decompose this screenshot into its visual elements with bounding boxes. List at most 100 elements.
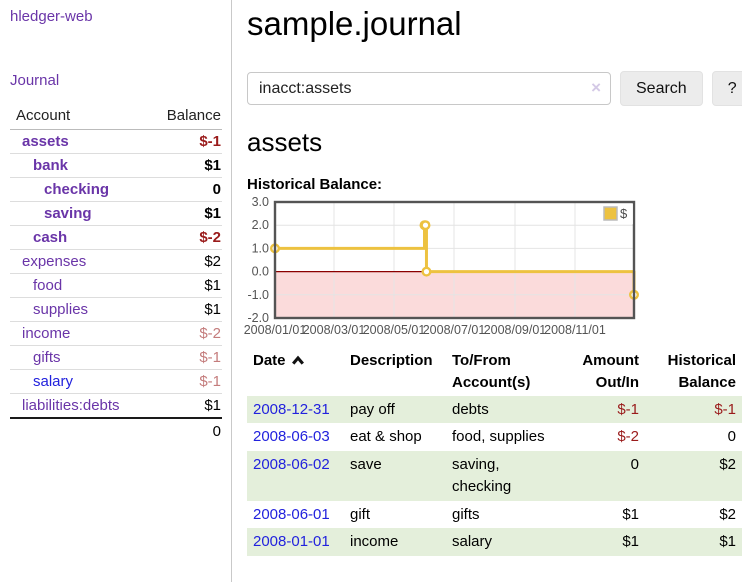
register-row: 2008-06-01 gift gifts $1 $2 xyxy=(247,501,742,529)
account-balance: $-2 xyxy=(146,225,222,250)
svg-text:2008/01/01: 2008/01/01 xyxy=(244,323,307,337)
register-date-link[interactable]: 2008-06-03 xyxy=(253,428,330,446)
svg-text:-2.0: -2.0 xyxy=(247,311,269,325)
sort-ascending-icon xyxy=(291,351,305,373)
register-amount: $1 xyxy=(622,533,639,551)
search-row: × Search ? xyxy=(247,71,742,106)
register-row: 2008-01-01 income salary $1 $1 xyxy=(247,528,742,556)
svg-text:2008/11/01: 2008/11/01 xyxy=(544,323,606,337)
account-link[interactable]: income xyxy=(22,325,71,342)
account-row: saving $1 xyxy=(10,201,222,226)
account-row: food $1 xyxy=(10,273,222,298)
account-link[interactable]: gifts xyxy=(33,349,61,366)
register-header-description: Description xyxy=(350,352,433,369)
svg-text:2008/05/01: 2008/05/01 xyxy=(363,323,426,337)
help-button[interactable]: ? xyxy=(711,71,742,106)
account-balance: $-1 xyxy=(146,129,222,154)
register-description: gift xyxy=(350,505,371,523)
account-row: cash $-2 xyxy=(10,225,222,250)
account-link[interactable]: food xyxy=(33,277,63,294)
svg-text:2008/03/01: 2008/03/01 xyxy=(303,323,366,337)
register-header-date[interactable]: Date xyxy=(247,348,344,396)
register-description: income xyxy=(350,533,399,551)
register-row: 2008-06-02 save saving, checking 0 $2 xyxy=(247,451,742,501)
account-link[interactable]: bank xyxy=(33,157,69,174)
accounts-total-spacer xyxy=(10,417,146,443)
account-link[interactable]: cash xyxy=(33,229,68,246)
search-input[interactable] xyxy=(247,72,611,105)
account-link[interactable]: assets xyxy=(22,133,69,150)
register-header-row: Date Description To/From Account(s) Amou… xyxy=(247,348,742,396)
account-heading: assets xyxy=(247,127,323,157)
register-accounts: debts xyxy=(452,400,489,418)
main-content: sample.journal × Search ? assets Histori… xyxy=(232,0,742,582)
account-row: income $-2 xyxy=(10,321,222,346)
historical-balance-chart: 3.0 2.0 1.0 0.0 -1.0 -2.02008/01/012008/03/01… xyxy=(244,195,640,337)
page-title: sample.journal xyxy=(247,5,462,42)
accounts-body: assets $-1 bank $1 checking 0 saving $1 … xyxy=(10,129,222,419)
register-amount: $-2 xyxy=(617,428,639,446)
account-balance: $1 xyxy=(204,397,221,414)
account-balance: 0 xyxy=(146,177,222,202)
register-date-link[interactable]: 2008-06-01 xyxy=(253,505,330,523)
account-link[interactable]: expenses xyxy=(22,253,87,270)
account-row: assets $-1 xyxy=(10,129,222,154)
register-balance: $2 xyxy=(719,505,736,523)
register-balance: 0 xyxy=(727,428,736,446)
register-description: pay off xyxy=(350,400,395,418)
register-header-accounts: To/From Account(s) xyxy=(452,352,531,391)
accounts-total-value: 0 xyxy=(146,417,222,443)
svg-text:2008/09/01: 2008/09/01 xyxy=(484,323,547,337)
brand-link[interactable]: hledger-web xyxy=(10,8,93,25)
register-header-date-label: Date xyxy=(253,352,286,369)
register-header-amount: Amount Out/In xyxy=(582,352,639,391)
account-row: supplies $1 xyxy=(10,297,222,322)
sidebar-item-journal[interactable]: Journal xyxy=(10,72,60,89)
register-amount: $-1 xyxy=(617,400,639,418)
account-row: liabilities:debts $1 xyxy=(10,394,222,419)
svg-text:2008/07/01: 2008/07/01 xyxy=(423,323,486,337)
account-row: salary $-1 xyxy=(10,369,222,394)
account-row: gifts $-1 xyxy=(10,345,222,370)
accounts-table: Account Balance assets $-1 bank $1 check… xyxy=(10,104,222,443)
account-balance: $1 xyxy=(146,273,222,298)
register-accounts: food, supplies xyxy=(452,428,545,446)
search-button[interactable]: Search xyxy=(620,71,703,106)
accounts-header-row: Account Balance xyxy=(10,104,222,130)
account-balance: $-1 xyxy=(146,369,222,394)
register-balance: $1 xyxy=(719,533,736,551)
register-amount: $1 xyxy=(622,505,639,523)
register-row: 2008-06-03 eat & shop food, supplies $-2… xyxy=(247,423,742,451)
account-balance: $1 xyxy=(146,297,222,322)
account-link[interactable]: saving xyxy=(44,205,92,222)
account-row: expenses $2 xyxy=(10,249,222,274)
register-description: save xyxy=(350,456,382,473)
account-link[interactable]: checking xyxy=(44,181,110,198)
register-accounts: gifts xyxy=(452,505,480,523)
sidebar: hledger-web Journal Account Balance asse… xyxy=(0,0,232,582)
accounts-header-account: Account xyxy=(10,104,146,130)
svg-text:2.0: 2.0 xyxy=(252,218,269,232)
account-link[interactable]: liabilities:debts xyxy=(22,397,120,414)
svg-text:1.0: 1.0 xyxy=(252,241,269,255)
chart-title: Historical Balance: xyxy=(247,176,383,193)
register-header-balance: Historical Balance xyxy=(667,352,736,391)
register-accounts: salary xyxy=(452,533,493,551)
clear-search-icon[interactable]: × xyxy=(591,78,601,97)
svg-text:$: $ xyxy=(620,206,628,221)
svg-text:0.0: 0.0 xyxy=(252,265,269,279)
register-date-link[interactable]: 2008-12-31 xyxy=(253,400,330,418)
register-date-link[interactable]: 2008-06-02 xyxy=(253,456,330,473)
accounts-total-row: 0 xyxy=(10,417,222,443)
account-balance: $-1 xyxy=(146,345,222,370)
account-link[interactable]: supplies xyxy=(33,301,89,318)
register-body: 2008-12-31 pay off debts $-1 $-1 2008-06… xyxy=(247,395,742,556)
account-balance: $2 xyxy=(146,249,222,274)
register-amount: 0 xyxy=(630,456,639,473)
register-description: eat & shop xyxy=(350,428,422,446)
register-accounts: saving, checking xyxy=(452,456,512,495)
accounts-header-balance: Balance xyxy=(146,104,222,130)
register-date-link[interactable]: 2008-01-01 xyxy=(253,533,330,551)
account-link[interactable]: salary xyxy=(33,373,74,390)
